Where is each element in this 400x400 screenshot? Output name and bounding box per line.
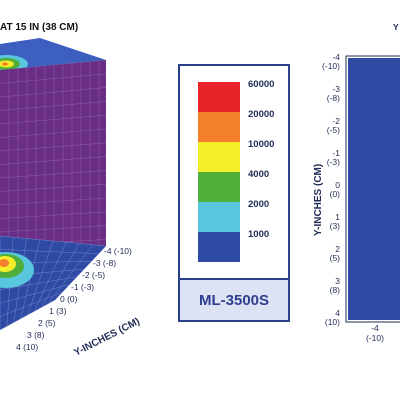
right-y-tick-inch: -4 bbox=[332, 52, 340, 62]
right-y-tick-inch: 1 bbox=[335, 212, 340, 222]
left-y-tick: 1 (3) bbox=[49, 306, 67, 316]
right-y-tick: -3(-8) bbox=[327, 84, 341, 103]
right-y-tick: 2(5) bbox=[330, 244, 341, 263]
wall-grid-line-h bbox=[0, 87, 107, 98]
wall-grid-line-h bbox=[0, 170, 107, 179]
legend-label: 20000 bbox=[248, 109, 275, 120]
right-x-tick-cm: (-10) bbox=[366, 333, 384, 343]
right-y-tick-cm: (3) bbox=[330, 221, 341, 231]
legend-swatch bbox=[198, 172, 240, 202]
right-y-ticks: -4(-10) -3(-8) -2(-5) -1(-3) 0(0) 1(3) 2(5) 3(8… bbox=[322, 52, 340, 327]
right-y-tick: 1(3) bbox=[330, 212, 341, 231]
left-y-ticks: -4 (-10) -3 (-8) -2 (-5) -1 (-3) 0 (0) 1 (3) 2… bbox=[16, 246, 132, 352]
floor-hotspot bbox=[0, 252, 34, 288]
wall-grid-line-h bbox=[0, 197, 107, 206]
left-y-tick: 3 (8) bbox=[27, 330, 45, 340]
left-3d-plot: -4 (-10) -3 (-8) -2 (-5) -1 (-3) 0 (0) 1 (3) 2… bbox=[0, 38, 142, 359]
right-y-tick-cm: (0) bbox=[330, 189, 341, 199]
right-y-tick-inch: 4 bbox=[335, 308, 340, 318]
wall-grid-line-h bbox=[0, 225, 107, 233]
right-x-tick-inch: -4 bbox=[371, 323, 379, 333]
legend-swatch bbox=[198, 82, 240, 112]
wall-grid-line-h bbox=[0, 156, 107, 165]
right-x-ticks: -4(-10) bbox=[366, 323, 384, 343]
legend-swatch bbox=[198, 112, 240, 142]
right-y-tick: -1(-3) bbox=[327, 148, 341, 167]
left-y-tick: -1 (-3) bbox=[71, 282, 94, 292]
right-y-tick-cm: (-3) bbox=[327, 157, 340, 167]
legend-swatch bbox=[198, 202, 240, 232]
wall-grid-line-h bbox=[0, 73, 107, 84]
legend-label: 60000 bbox=[248, 79, 275, 90]
right-y-tick-cm: (-10) bbox=[322, 61, 340, 71]
right-y-tick-cm: (-8) bbox=[327, 93, 340, 103]
right-y-tick-inch: 3 bbox=[335, 276, 340, 286]
legend-label: 1000 bbox=[248, 229, 270, 240]
legend-swatch bbox=[198, 142, 240, 172]
wall-grid-line-h bbox=[0, 128, 107, 138]
right-y-tick: -2(-5) bbox=[327, 116, 341, 135]
right-y-tick-cm: (10) bbox=[325, 317, 340, 327]
right-y-tick-cm: (-5) bbox=[327, 125, 340, 135]
wall-grid-line-h bbox=[0, 183, 107, 192]
floor-grid-line bbox=[20, 239, 40, 319]
floor-grid-line bbox=[27, 240, 54, 316]
legend-label: 4000 bbox=[248, 169, 270, 180]
left-y-tick: 4 (10) bbox=[16, 342, 38, 352]
legend-label: 10000 bbox=[248, 139, 275, 150]
left-y-tick: -4 (-10) bbox=[104, 246, 132, 256]
floor-grid-line bbox=[54, 245, 107, 301]
wall-grid-line-h bbox=[0, 101, 107, 111]
right-y-tick: 4(10) bbox=[325, 308, 340, 327]
right-y-tick: -4(-10) bbox=[322, 52, 340, 71]
right-y-tick-inch: 0 bbox=[335, 180, 340, 190]
legend-label: 2000 bbox=[248, 199, 270, 210]
left-y-tick: 0 (0) bbox=[60, 294, 78, 304]
cube-front-wall bbox=[0, 60, 106, 250]
wall-grid bbox=[0, 61, 107, 250]
legend-model-name: ML-3500S bbox=[180, 278, 288, 320]
left-y-tick: -3 (-8) bbox=[93, 258, 116, 268]
right-plot-field bbox=[348, 58, 400, 320]
left-y-tick: -2 (-5) bbox=[82, 270, 105, 280]
floor-grid-line bbox=[47, 244, 93, 304]
legend-panel: 60000 20000 10000 4000 2000 1000 ML-3500S bbox=[178, 64, 290, 322]
right-2d-plot: -4(-10)-3(-8)-2(-5)-1(-3)0(0)1(3)2(5)3(8… bbox=[313, 22, 400, 343]
chart-title: AT 15 IN (38 CM) bbox=[0, 22, 79, 33]
left-y-tick: 2 (5) bbox=[38, 318, 56, 328]
right-y-tick-inch: 2 bbox=[335, 244, 340, 254]
legend-swatch bbox=[198, 232, 240, 262]
right-corner-glyph: Y bbox=[393, 22, 399, 32]
right-y-tick-inch: -2 bbox=[332, 116, 340, 126]
right-y-tick-cm: (5) bbox=[330, 253, 341, 263]
right-y-tick-inch: -3 bbox=[332, 84, 340, 94]
right-y-tick: 0(0) bbox=[330, 180, 341, 199]
right-y-tick-cm: (8) bbox=[330, 285, 341, 295]
floor-grid-line bbox=[34, 242, 67, 312]
wall-grid-line-h bbox=[0, 114, 107, 125]
wall-grid-line-h bbox=[0, 142, 107, 152]
wall-grid-line-h bbox=[0, 211, 107, 219]
right-y-tick-inch: -1 bbox=[332, 148, 340, 158]
left-y-axis-label: Y-INCHES (CM) bbox=[72, 316, 141, 359]
right-y-axis-label: Y-INCHES (CM) bbox=[313, 164, 324, 236]
floor-grid-line bbox=[41, 243, 80, 308]
right-y-tick: 3(8) bbox=[330, 276, 341, 295]
